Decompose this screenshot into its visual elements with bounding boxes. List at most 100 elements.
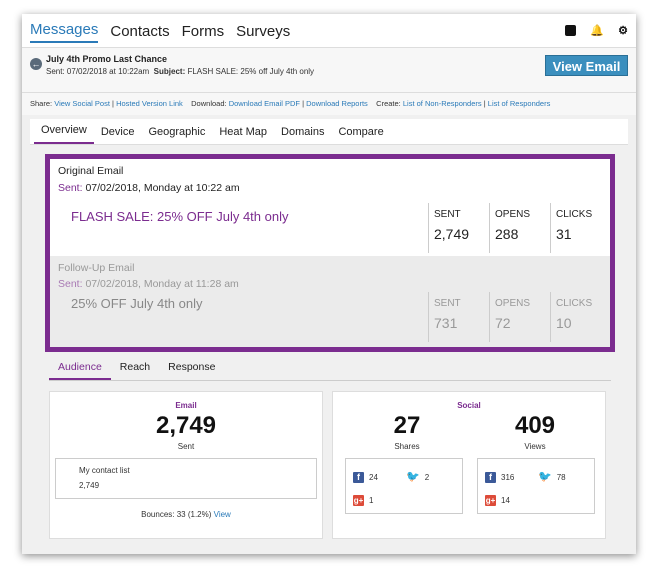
hosted-version-link[interactable]: Hosted Version Link [116, 99, 183, 108]
stat-value: 72 [495, 315, 511, 331]
social-card-title: Social [457, 401, 481, 410]
facebook-icon: f [353, 472, 364, 483]
tab-domains[interactable]: Domains [281, 126, 325, 138]
back-arrow-icon[interactable]: ← [30, 58, 42, 70]
separator: | [483, 99, 486, 108]
stat-value: 288 [495, 226, 519, 242]
message-title: July 4th Promo Last Chance [46, 54, 168, 64]
twitter-icon: 🐦 [406, 471, 420, 483]
bounces-text: Bounces: 33 (1.2%) [141, 510, 212, 519]
stat-label: CLICKS [556, 298, 593, 309]
nav-tab-surveys[interactable]: Surveys [236, 23, 291, 40]
report-tabs: Overview Device Geographic Heat Map Doma… [30, 119, 628, 145]
shares-breakdown-box: f 24 🐦 2 g+ 1 [345, 458, 463, 514]
view-email-button[interactable]: View Email [545, 55, 628, 76]
views-column: 409 Views [485, 412, 585, 451]
views-twitter: 🐦 78 [538, 472, 566, 483]
views-count: 409 [514, 412, 556, 439]
stat-value: 31 [556, 226, 572, 242]
download-reports-link[interactable]: Download Reports [306, 99, 368, 108]
contact-list-name: My contact list [79, 466, 130, 475]
shares-facebook-value: 24 [369, 473, 378, 482]
shares-google-plus: g+ 1 [353, 495, 373, 506]
stat-opens: OPENS 72 [489, 292, 549, 342]
tab-geographic[interactable]: Geographic [148, 126, 206, 138]
original-email-section[interactable]: Original Email Sent: 07/02/2018, Monday … [50, 159, 610, 256]
app-window: Messages Contacts Forms Surveys ? 🔔 ⚙ ← … [22, 14, 636, 554]
download-label: Download: [191, 99, 227, 108]
email-sent-count: 2,749 [155, 412, 217, 439]
stat-clicks: CLICKS 31 [550, 203, 610, 253]
sent-label: Sent: [58, 278, 83, 290]
nav-tab-messages[interactable]: Messages [30, 19, 99, 43]
stat-clicks: CLICKS 10 [550, 292, 610, 342]
contact-list-box[interactable]: My contact list 2,749 [55, 458, 317, 499]
google-plus-icon: g+ [353, 495, 364, 506]
tab-compare[interactable]: Compare [338, 126, 384, 138]
stat-value: 731 [434, 315, 458, 331]
followup-sent: Sent: 07/02/2018, Monday at 11:28 am [58, 278, 239, 290]
views-label: Views [524, 442, 546, 451]
original-email-title: Original Email [58, 165, 124, 177]
help-icon[interactable]: ? [565, 25, 577, 36]
stat-value: 10 [556, 315, 572, 331]
original-sent: Sent: 07/02/2018, Monday at 10:22 am [58, 182, 240, 194]
tab-overview[interactable]: Overview [34, 124, 94, 144]
social-card: Social 27 Shares 409 Views f 24 🐦 2 g+ 1 [332, 391, 606, 539]
tab-device[interactable]: Device [100, 126, 135, 138]
subject-value: FLASH SALE: 25% off July 4th only [187, 67, 315, 76]
stat-label: OPENS [495, 298, 531, 309]
shares-facebook: f 24 [353, 472, 378, 483]
contact-list-count: 2,749 [79, 481, 100, 490]
shares-label: Shares [394, 442, 420, 451]
nav-tab-contacts[interactable]: Contacts [110, 23, 170, 40]
sent-value: 07/02/2018, Monday at 10:22 am [85, 182, 240, 194]
sent-value: 07/02/2018 at 10:22am [66, 67, 150, 76]
email-card: Email 2,749 Sent My contact list 2,749 B… [49, 391, 323, 539]
share-label: Share: [30, 99, 53, 108]
responders-link[interactable]: List of Responders [487, 99, 551, 108]
shares-column: 27 Shares [357, 412, 457, 451]
twitter-icon: 🐦 [538, 471, 552, 483]
tab-response[interactable]: Response [168, 361, 216, 373]
stat-label: SENT [434, 298, 461, 309]
tab-audience[interactable]: Audience [49, 359, 111, 380]
share-row: Share: View Social Post | Hosted Version… [22, 93, 636, 115]
bounces-line: Bounces: 33 (1.2%) View [50, 510, 322, 519]
followup-subject: 25% OFF July 4th only [71, 296, 203, 311]
email-sent-label: Sent [177, 442, 195, 451]
stat-sent: SENT 731 [428, 292, 488, 342]
message-meta: Sent: 07/02/2018 at 10:22am Subject: FLA… [46, 67, 628, 76]
create-label: Create: [376, 99, 401, 108]
shares-twitter: 🐦 2 [406, 472, 429, 483]
sent-label: Sent: [46, 67, 65, 76]
view-social-post-link[interactable]: View Social Post [54, 99, 110, 108]
views-breakdown-box: f 316 🐦 78 g+ 14 [477, 458, 595, 514]
gear-icon[interactable]: ⚙ [618, 25, 628, 37]
views-twitter-value: 78 [556, 473, 566, 482]
separator: | [302, 99, 305, 108]
bounces-view-link[interactable]: View [213, 510, 231, 519]
stat-value: 2,749 [434, 226, 470, 242]
stat-sent: SENT 2,749 [428, 203, 488, 253]
views-google-plus: g+ 14 [485, 495, 510, 506]
shares-twitter-value: 2 [424, 473, 430, 482]
subject-label: Subject: [153, 67, 186, 76]
nav-tab-forms[interactable]: Forms [181, 23, 225, 40]
audience-tabs: Audience Reach Response [49, 359, 611, 381]
sent-label: Sent: [58, 182, 83, 194]
tab-reach[interactable]: Reach [119, 361, 151, 373]
followup-email-title: Follow-Up Email [58, 262, 135, 274]
views-facebook-value: 316 [501, 473, 515, 482]
download-pdf-link[interactable]: Download Email PDF [228, 99, 300, 108]
bell-icon[interactable]: 🔔 [590, 25, 605, 37]
stat-opens: OPENS 288 [489, 203, 549, 253]
compare-panel: Original Email Sent: 07/02/2018, Monday … [45, 154, 615, 352]
separator: | [112, 99, 114, 108]
tab-heat-map[interactable]: Heat Map [219, 126, 268, 138]
stat-label: CLICKS [556, 209, 593, 220]
followup-email-section[interactable]: Follow-Up Email Sent: 07/02/2018, Monday… [50, 256, 610, 347]
top-nav: Messages Contacts Forms Surveys ? 🔔 ⚙ [22, 14, 636, 48]
non-responders-link[interactable]: List of Non-Responders [402, 99, 482, 108]
sent-value: 07/02/2018, Monday at 11:28 am [85, 278, 239, 290]
